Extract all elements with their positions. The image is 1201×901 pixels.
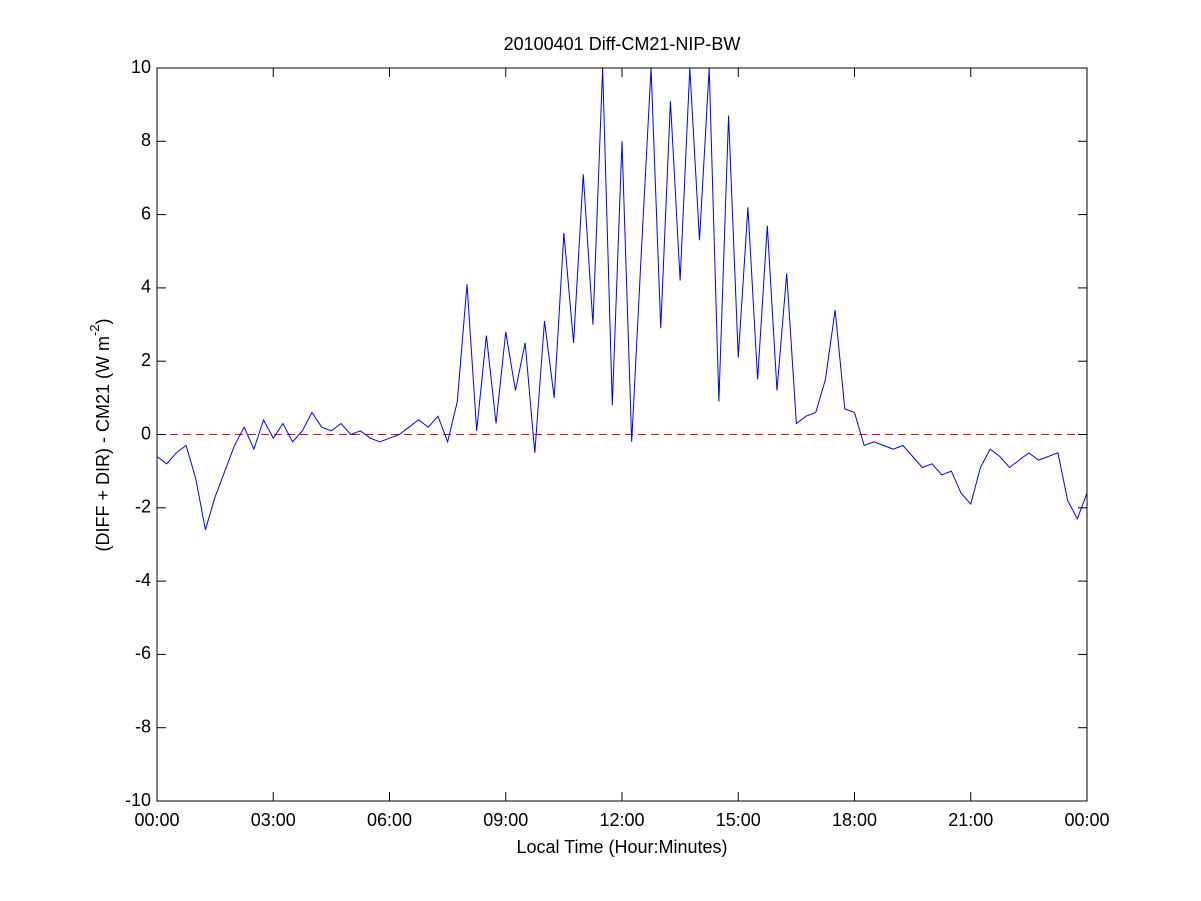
y-tick-label: 6 xyxy=(141,203,151,223)
y-tick-label: -6 xyxy=(135,643,151,663)
y-tick-label: 0 xyxy=(141,423,151,443)
y-tick-label: 10 xyxy=(131,57,151,77)
x-tick-label: 00:00 xyxy=(134,810,179,830)
x-tick-label: 09:00 xyxy=(483,810,528,830)
y-tick-label: 8 xyxy=(141,130,151,150)
y-tick-label: -8 xyxy=(135,716,151,736)
y-tick-label: 2 xyxy=(141,350,151,370)
y-tick-label: -4 xyxy=(135,570,151,590)
y-label-suffix: ) xyxy=(93,318,113,324)
y-tick-label: -2 xyxy=(135,497,151,517)
x-tick-label: 03:00 xyxy=(251,810,296,830)
x-tick-label: 18:00 xyxy=(832,810,877,830)
y-tick-label: -10 xyxy=(125,790,151,810)
chart-title: 20100401 Diff-CM21-NIP-BW xyxy=(504,34,741,54)
y-tick-label: 4 xyxy=(141,277,151,297)
x-tick-label: 00:00 xyxy=(1064,810,1109,830)
x-tick-label: 12:00 xyxy=(599,810,644,830)
x-tick-label: 06:00 xyxy=(367,810,412,830)
x-axis-label: Local Time (Hour:Minutes) xyxy=(516,837,727,857)
y-label-sup: -2 xyxy=(87,324,102,336)
data-line xyxy=(157,68,1087,530)
x-tick-label: 15:00 xyxy=(716,810,761,830)
x-tick-label: 21:00 xyxy=(948,810,993,830)
y-label-text: (DIFF + DIR) - CM21 (W m xyxy=(93,336,113,551)
y-axis-label: (DIFF + DIR) - CM21 (W m-2) xyxy=(87,318,112,551)
